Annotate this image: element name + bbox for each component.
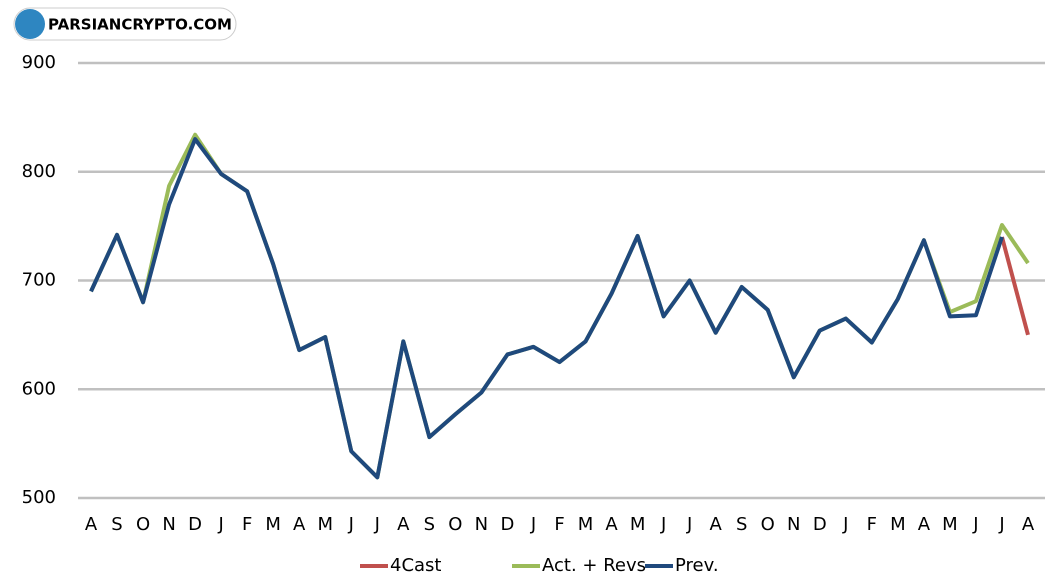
legend-label: 4Cast: [390, 555, 442, 576]
y-tick-label: 900: [22, 52, 56, 73]
x-tick-label: F: [242, 514, 252, 535]
watermark-badge: [13, 7, 237, 41]
x-tick-label: A: [1022, 514, 1035, 535]
x-tick-label: J: [530, 514, 536, 535]
x-tick-label: D: [501, 514, 515, 535]
x-tick-label: J: [217, 514, 223, 535]
x-tick-label: N: [787, 514, 800, 535]
x-tick-label: J: [998, 514, 1004, 535]
x-tick-label: O: [448, 514, 462, 535]
y-tick-label: 500: [22, 487, 56, 508]
x-tick-label: D: [188, 514, 202, 535]
x-tick-label: F: [867, 514, 877, 535]
x-tick-label: J: [972, 514, 978, 535]
x-tick-label: M: [317, 514, 333, 535]
y-tick-label: 600: [22, 378, 56, 399]
x-tick-label: A: [397, 514, 410, 535]
x-tick-label: N: [475, 514, 488, 535]
x-tick-label: A: [85, 514, 98, 535]
series-line: [89, 132, 1030, 480]
x-tick-label: S: [111, 514, 122, 535]
x-tick-label: O: [761, 514, 775, 535]
legend-label: Act. + Revs: [542, 555, 646, 576]
x-tick-label: J: [374, 514, 380, 535]
x-tick-label: S: [424, 514, 435, 535]
x-tick-label: A: [605, 514, 618, 535]
series-line: [89, 137, 1004, 480]
x-tick-label: D: [813, 514, 827, 535]
x-tick-label: M: [630, 514, 646, 535]
x-tick-label: J: [660, 514, 666, 535]
x-tick-label: M: [578, 514, 594, 535]
x-tick-label: N: [162, 514, 175, 535]
watermark-logo: [15, 9, 45, 39]
watermark: PARSIANCRYPTO.COM: [48, 16, 232, 34]
x-tick-label: O: [136, 514, 150, 535]
y-tick-label: 800: [22, 161, 56, 182]
legend-label: Prev.: [675, 555, 719, 576]
x-tick-label: A: [293, 514, 306, 535]
x-tick-label: M: [265, 514, 281, 535]
x-tick-label: F: [554, 514, 564, 535]
x-tick-label: A: [710, 514, 723, 535]
x-tick-label: J: [842, 514, 848, 535]
series-line: [1000, 236, 1030, 336]
x-tick-label: S: [736, 514, 747, 535]
x-tick-label: A: [918, 514, 931, 535]
x-tick-label: M: [890, 514, 906, 535]
x-tick-label: J: [686, 514, 692, 535]
x-tick-label: M: [942, 514, 958, 535]
x-tick-label: J: [348, 514, 354, 535]
y-tick-label: 700: [22, 270, 56, 291]
